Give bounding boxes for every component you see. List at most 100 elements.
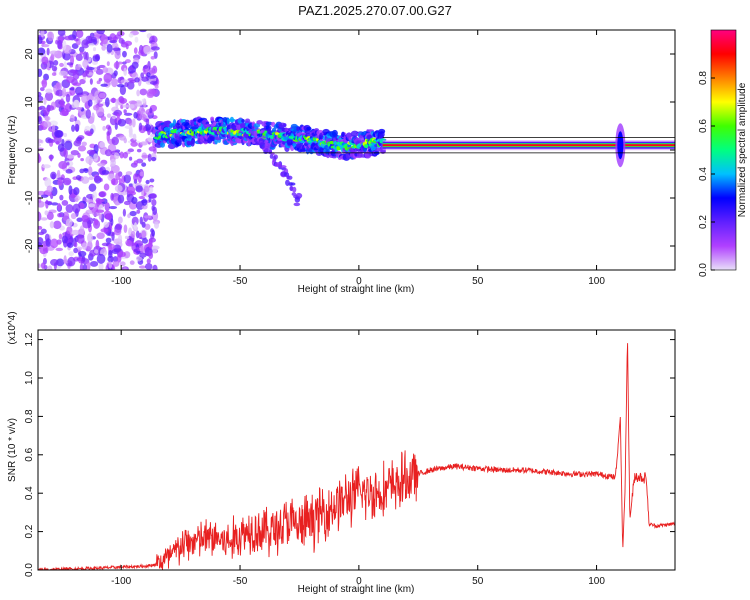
heatmap-cell [292, 142, 297, 147]
heatmap-cell [292, 186, 297, 193]
heatmap-cell [92, 47, 97, 52]
heatmap-cell [129, 210, 137, 217]
heatmap-cell [294, 197, 301, 203]
heatmap-cell [127, 148, 135, 153]
heatmap-cell [59, 194, 64, 201]
heatmap-cell [75, 106, 83, 111]
heatmap-cell [49, 50, 59, 55]
heatmap-cell [78, 145, 87, 152]
heatmap-cell [40, 30, 45, 38]
heatmap-cell [141, 230, 147, 238]
heatmap-cell [279, 165, 287, 169]
heatmap-cell [89, 78, 93, 85]
heatmap-cell [123, 137, 128, 144]
heatmap-cell [114, 122, 118, 130]
heatmap-cell [138, 195, 145, 200]
heatmap-cell [72, 30, 77, 40]
heatmap-cell [40, 194, 49, 198]
heatmap-cell [66, 226, 73, 235]
heatmap-cell [81, 214, 90, 223]
heatmap-cell [116, 83, 125, 88]
heatmap-cell [140, 72, 145, 79]
heatmap-cell [146, 258, 151, 264]
heatmap-cell [133, 47, 138, 55]
heatmap-cell [47, 265, 53, 270]
heatmap-cell [119, 85, 127, 96]
heatmap-cell [73, 140, 82, 147]
heatmap-cell [146, 72, 151, 78]
heatmap-cell [95, 209, 105, 213]
heatmap-cell [55, 89, 64, 97]
heatmap-cell [69, 114, 75, 123]
heatmap-cell [108, 205, 118, 210]
heatmap-cell [71, 124, 76, 132]
heatmap-cell [102, 125, 107, 131]
heatmap-cell [129, 260, 135, 265]
heatmap-cell [149, 193, 157, 199]
heatmap-cell [123, 267, 127, 270]
heatmap-cell [100, 115, 107, 121]
heatmap-cell [128, 100, 138, 105]
heatmap-cell [115, 223, 123, 230]
heatmap-cell [63, 148, 68, 159]
heatmap-cell [259, 142, 266, 150]
heatmap-cell [209, 135, 216, 142]
x-tick-label: -50 [233, 276, 248, 287]
heatmap-cell [256, 120, 263, 125]
y-tick-label: 0.4 [24, 486, 35, 500]
heatmap-cell [61, 235, 68, 244]
heatmap-cell [106, 113, 112, 118]
heatmap-cell [50, 259, 59, 266]
heatmap-cell [133, 222, 138, 231]
heatmap-cell [38, 107, 43, 111]
snr-panel: -100 -50 0 50 100 0.0 0.2 0.4 0.6 0.8 1.0 1.2 Heig… [7, 311, 676, 595]
heatmap-cell [101, 170, 110, 175]
heatmap-cell [50, 171, 57, 180]
heatmap-cell [104, 202, 110, 212]
y-tick-label: 0.2 [24, 524, 35, 538]
heatmap-cell [38, 211, 42, 222]
colorbar-tick-label: 0.2 [698, 215, 709, 229]
heatmap-cell [150, 133, 156, 138]
heatmap-cell [267, 148, 272, 154]
heatmap-cell [57, 39, 63, 49]
heatmap-cell [110, 178, 119, 186]
heatmap-cell [131, 61, 139, 69]
heatmap-cell [111, 136, 120, 146]
heatmap-cell [96, 30, 105, 35]
heatmap-cell [114, 184, 123, 193]
heatmap-cell [72, 71, 80, 80]
heatmap-cell [72, 203, 81, 214]
heatmap-cell [136, 148, 142, 153]
heatmap-cell [51, 202, 59, 206]
heatmap-cell [81, 242, 88, 250]
heatmap-cell [40, 87, 45, 92]
x-tick-label: 100 [588, 576, 605, 587]
heatmap-cell [38, 190, 46, 196]
heatmap-cell [65, 218, 73, 227]
heatmap-cell [149, 178, 155, 183]
spike-core [617, 131, 624, 160]
y-tick-label: 0.0 [24, 563, 35, 577]
heatmap-cell [62, 40, 67, 51]
heatmap-cell [141, 205, 148, 210]
heatmap-cell [75, 86, 83, 96]
heatmap-cell [91, 96, 97, 101]
heatmap-cell [70, 149, 79, 156]
heatmap-cell [115, 172, 121, 181]
heatmap-cell [107, 125, 112, 136]
heatmap-cell [75, 30, 84, 39]
heatmap-cell [118, 234, 123, 243]
heatmap-cell [82, 263, 87, 270]
heatmap-cell [149, 80, 158, 85]
heatmap-cell [114, 49, 121, 60]
heatmap-cell [65, 93, 71, 103]
heatmap-cell [107, 243, 116, 250]
snr-line [38, 343, 675, 570]
heatmap-cell [141, 162, 147, 167]
heatmap-cell [110, 192, 114, 201]
heatmap-cell [61, 87, 67, 98]
heatmap-cell [57, 30, 66, 37]
heatmap-cell [265, 121, 273, 126]
